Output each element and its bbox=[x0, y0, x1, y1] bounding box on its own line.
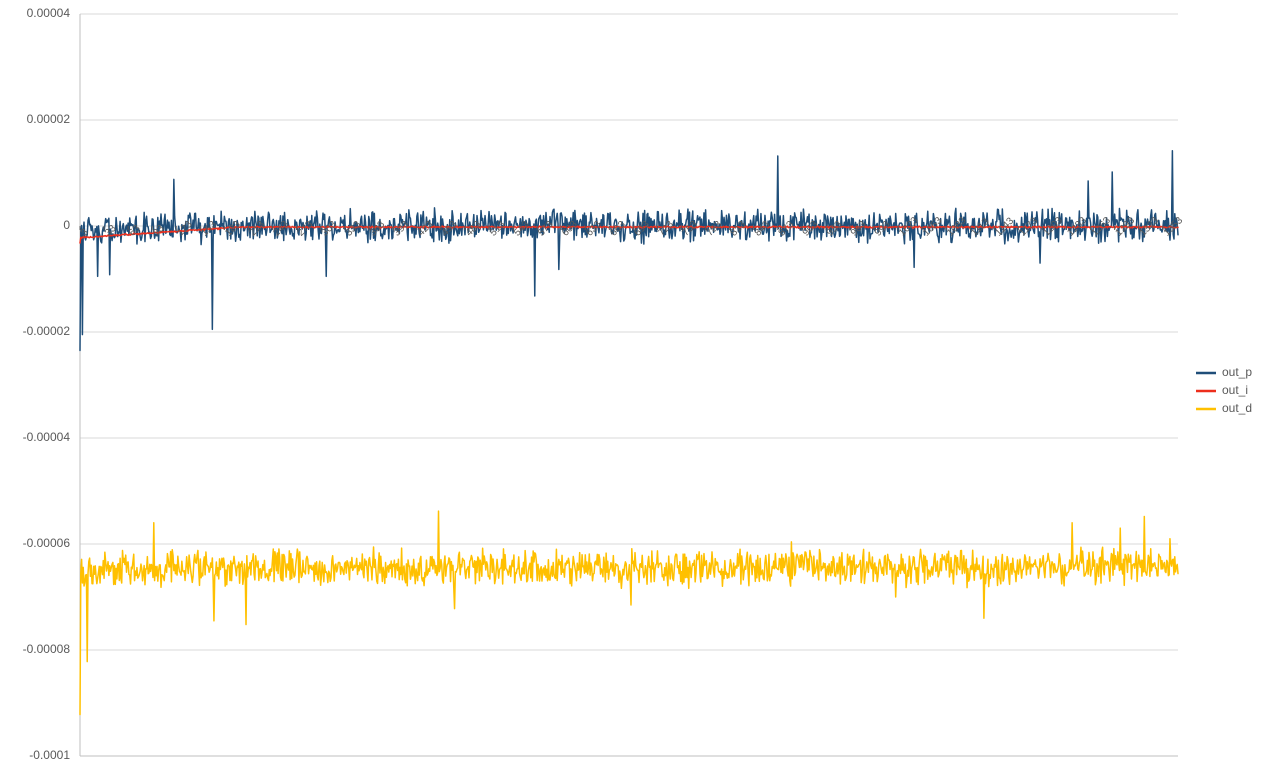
ytick-label: 0 bbox=[63, 218, 70, 232]
chart-svg: 0.00004 0.00002 0 -0.00002 -0.00004 -0.00006 -… bbox=[0, 0, 1270, 775]
pid-output-chart: 0.00004 0.00002 0 -0.00002 -0.00004 -0.00006 -… bbox=[0, 0, 1270, 775]
ytick-label: -0.00004 bbox=[23, 430, 71, 444]
ytick-label: -0.00008 bbox=[23, 642, 71, 656]
ytick-label: 0.00004 bbox=[27, 6, 71, 20]
legend-label: out_p bbox=[1222, 365, 1252, 379]
ytick-label: -0.00002 bbox=[23, 324, 71, 338]
ytick-label: -0.00006 bbox=[23, 536, 71, 550]
legend-label: out_i bbox=[1222, 383, 1248, 397]
ytick-label: 0.00002 bbox=[27, 112, 71, 126]
legend-label: out_d bbox=[1222, 401, 1252, 415]
ytick-label: -0.0001 bbox=[29, 748, 70, 762]
